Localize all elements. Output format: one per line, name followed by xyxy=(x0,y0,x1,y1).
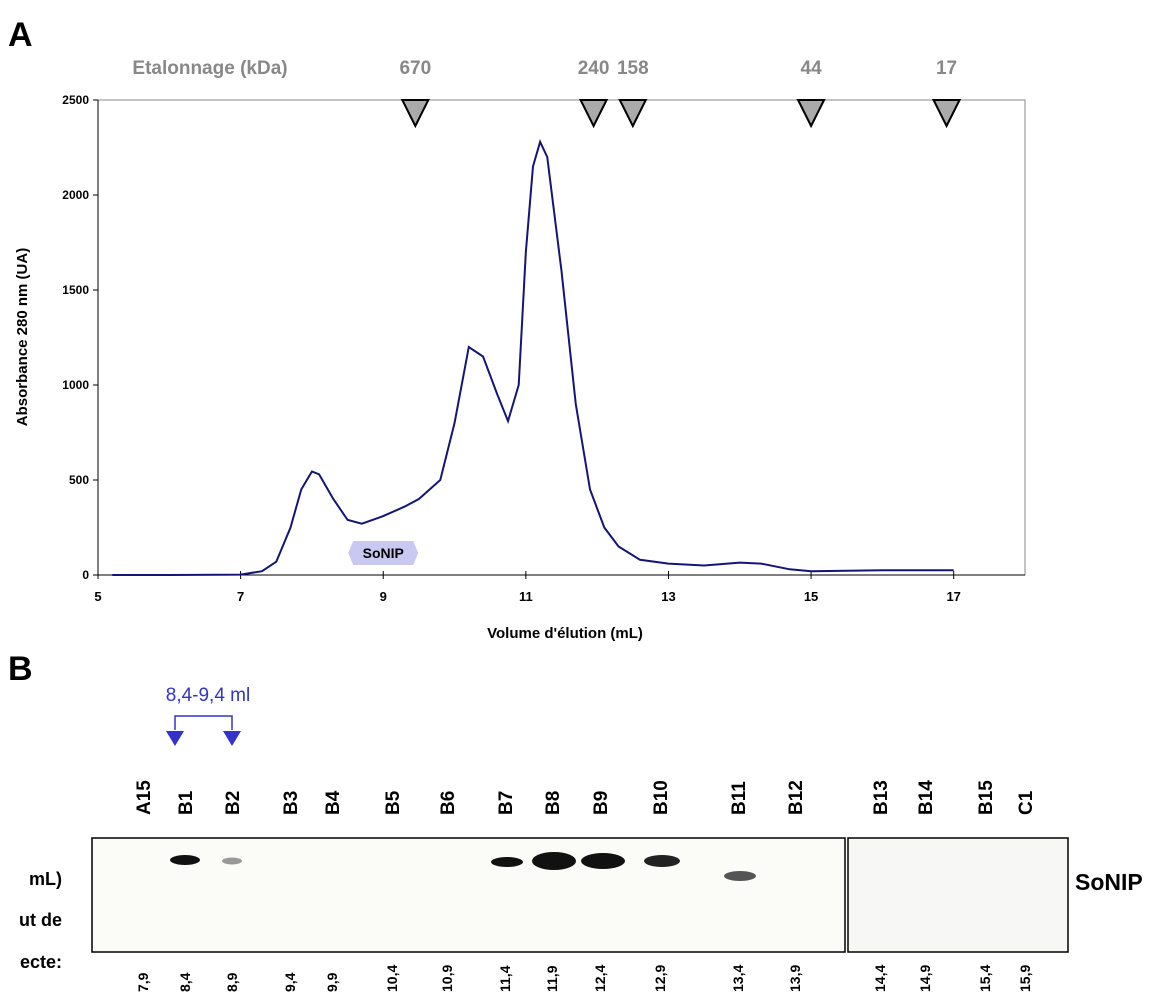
lane-label: B2 xyxy=(223,791,244,815)
y-tick-label: 500 xyxy=(69,473,89,487)
lane-label: B1 xyxy=(176,790,197,815)
x-axis-label: Volume d'élution (mL) xyxy=(487,625,643,642)
calibration-marker xyxy=(400,99,430,129)
panel-label: A xyxy=(8,16,33,54)
y-tick-label: 1500 xyxy=(62,283,89,297)
lane-volume: 10,4 xyxy=(384,965,400,992)
data-line xyxy=(112,138,954,576)
range-arrows xyxy=(166,731,241,746)
x-tick-label: 17 xyxy=(946,589,960,604)
x-tick-label: 9 xyxy=(380,589,387,604)
band xyxy=(581,853,625,869)
gel-bands xyxy=(170,852,756,881)
lane-volume: 9,4 xyxy=(282,972,298,992)
calibration-title: Etalonnage (kDa) xyxy=(132,58,287,79)
lane-label: B12 xyxy=(786,780,807,815)
lane-volume: 15,4 xyxy=(977,965,993,992)
lane-volume: 12,9 xyxy=(652,965,668,992)
lane-volume: 15,9 xyxy=(1017,965,1033,992)
gel xyxy=(847,837,1069,953)
lane-label: B14 xyxy=(916,780,937,815)
lane-label: B15 xyxy=(976,780,997,815)
band xyxy=(644,855,680,867)
left-text: mL) xyxy=(29,869,62,889)
band xyxy=(170,855,200,865)
y-tick-label: 0 xyxy=(82,568,89,582)
protein-label: SoNIP xyxy=(1075,869,1143,895)
lane-label: B5 xyxy=(383,790,404,815)
lane-label: B13 xyxy=(871,780,892,815)
lane-label: B7 xyxy=(496,791,517,815)
band xyxy=(724,871,756,881)
y-tick-label: 2000 xyxy=(62,188,89,202)
range-bracket xyxy=(174,715,233,730)
annotation: SoNIP xyxy=(363,545,404,561)
calibration-label: 670 xyxy=(399,58,431,79)
left-text: ecte: xyxy=(20,952,62,972)
lane-label: C1 xyxy=(1016,790,1037,815)
calibration-marker xyxy=(931,99,962,129)
lane-label: B8 xyxy=(543,791,564,815)
annotation-badge xyxy=(348,541,419,565)
lane-volume: 8,9 xyxy=(224,972,240,992)
lane-volume: 14,4 xyxy=(872,965,888,992)
x-tick-label: 13 xyxy=(661,589,675,604)
x-tick-label: 5 xyxy=(94,589,101,604)
lane-label: B6 xyxy=(438,791,459,815)
lane-label: B11 xyxy=(729,781,750,815)
lane-volume: 12,4 xyxy=(592,965,608,992)
lane-label: A15 xyxy=(134,780,155,815)
lane-label: B10 xyxy=(651,780,672,815)
calibration-marker xyxy=(578,99,609,129)
calibration-label: 158 xyxy=(617,58,649,79)
range-label: 8,4-9,4 ml xyxy=(166,685,250,706)
left-text: ut de xyxy=(19,910,62,930)
calibration-label: 17 xyxy=(936,58,957,79)
lane-volume: 14,9 xyxy=(917,965,933,992)
x-tick-label: 11 xyxy=(519,589,533,604)
lane-volume: 7,9 xyxy=(135,972,151,992)
calibration-marker xyxy=(796,99,826,129)
x-tick-label: 15 xyxy=(804,589,818,604)
x-tick-label: 7 xyxy=(237,589,244,604)
gel xyxy=(91,837,846,953)
lane-volume: 11,9 xyxy=(544,965,560,992)
calibration-label: 44 xyxy=(801,58,823,79)
band xyxy=(222,857,242,865)
lane-volume: 13,9 xyxy=(787,965,803,992)
plot-frame xyxy=(97,99,1026,576)
lane-label: B3 xyxy=(281,791,302,815)
lane-volume: 13,4 xyxy=(730,965,746,992)
y-tick-label: 2500 xyxy=(62,93,89,107)
calibration-label: 240 xyxy=(578,58,610,79)
lane-volume: 10,9 xyxy=(439,965,455,992)
panel-label: B xyxy=(8,650,33,688)
y-axis-label: Absorbance 280 nm (UA) xyxy=(14,248,31,426)
band xyxy=(491,857,523,867)
lane-volume: 8,4 xyxy=(177,972,193,992)
lane-label: B9 xyxy=(591,791,612,815)
lane-volume: 11,4 xyxy=(497,965,513,992)
lane-label: B4 xyxy=(323,790,344,815)
calibration-marker xyxy=(618,99,648,129)
band xyxy=(532,852,576,870)
lane-volume: 9,9 xyxy=(324,972,340,992)
y-tick-label: 1000 xyxy=(62,378,89,392)
